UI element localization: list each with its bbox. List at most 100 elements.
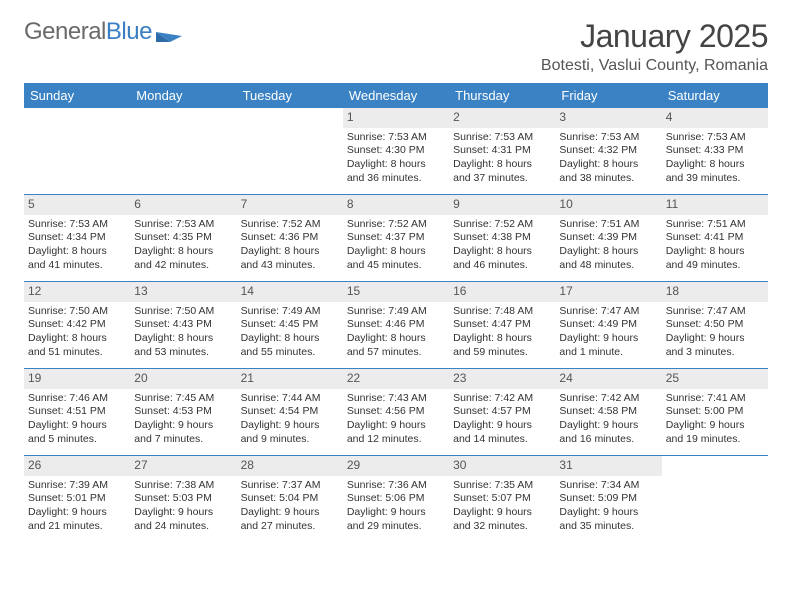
day-info-line: and 46 minutes. — [453, 259, 551, 273]
day-info-line: Daylight: 9 hours — [241, 419, 339, 433]
day-info-line: Daylight: 8 hours — [453, 332, 551, 346]
brand-logo: GeneralBlue — [24, 18, 182, 46]
day-number: 25 — [662, 369, 768, 389]
day-header-row: Sunday Monday Tuesday Wednesday Thursday… — [24, 83, 768, 108]
day-number: 13 — [130, 282, 236, 302]
day-info-line: Sunrise: 7:53 AM — [559, 131, 657, 145]
day-info-line: Daylight: 9 hours — [559, 332, 657, 346]
day-info-line: Sunset: 4:31 PM — [453, 144, 551, 158]
day-info-line: Sunrise: 7:53 AM — [453, 131, 551, 145]
day-info-line: Sunrise: 7:52 AM — [241, 218, 339, 232]
day-cell: 10Sunrise: 7:51 AMSunset: 4:39 PMDayligh… — [555, 195, 661, 281]
dayhead-wed: Wednesday — [343, 83, 449, 108]
day-info-line: Sunrise: 7:35 AM — [453, 479, 551, 493]
title-block: January 2025 — [580, 18, 768, 55]
day-info-line: Sunset: 4:49 PM — [559, 318, 657, 332]
day-cell: 8Sunrise: 7:52 AMSunset: 4:37 PMDaylight… — [343, 195, 449, 281]
day-info-line: Daylight: 9 hours — [134, 419, 232, 433]
day-number: 8 — [343, 195, 449, 215]
day-info-line: Sunset: 4:42 PM — [28, 318, 126, 332]
day-info-line: and 39 minutes. — [666, 172, 764, 186]
day-info-line: Sunrise: 7:38 AM — [134, 479, 232, 493]
day-number: 22 — [343, 369, 449, 389]
day-info-line: Sunrise: 7:39 AM — [28, 479, 126, 493]
day-info-line: Sunset: 4:58 PM — [559, 405, 657, 419]
day-info-line: Sunset: 4:56 PM — [347, 405, 445, 419]
day-info-line: Sunrise: 7:47 AM — [559, 305, 657, 319]
week-row: 19Sunrise: 7:46 AMSunset: 4:51 PMDayligh… — [24, 369, 768, 456]
day-info-line: Sunset: 4:38 PM — [453, 231, 551, 245]
day-info-line: Sunrise: 7:45 AM — [134, 392, 232, 406]
day-number: 30 — [449, 456, 555, 476]
week-row: 1Sunrise: 7:53 AMSunset: 4:30 PMDaylight… — [24, 108, 768, 195]
day-info-line: Sunrise: 7:50 AM — [28, 305, 126, 319]
day-number: 12 — [24, 282, 130, 302]
day-info-line: Sunrise: 7:48 AM — [453, 305, 551, 319]
day-cell: 17Sunrise: 7:47 AMSunset: 4:49 PMDayligh… — [555, 282, 661, 368]
day-cell: 31Sunrise: 7:34 AMSunset: 5:09 PMDayligh… — [555, 456, 661, 542]
day-info-line: and 42 minutes. — [134, 259, 232, 273]
day-info-line: Sunrise: 7:53 AM — [666, 131, 764, 145]
day-info-line: Sunrise: 7:46 AM — [28, 392, 126, 406]
dayhead-tue: Tuesday — [237, 83, 343, 108]
day-info-line: Sunset: 4:33 PM — [666, 144, 764, 158]
calendar-page: GeneralBlue January 2025 Botesti, Vaslui… — [0, 0, 792, 560]
day-info-line: Sunset: 4:30 PM — [347, 144, 445, 158]
day-info-line: and 32 minutes. — [453, 520, 551, 534]
day-info-line: Daylight: 8 hours — [241, 245, 339, 259]
day-number: 27 — [130, 456, 236, 476]
week-row: 12 Sunrise: 7:50 AMSunset: 4:42 PM Dayligh… — [24, 282, 768, 369]
day-info-line: Sunrise: 7:36 AM — [347, 479, 445, 493]
day-info-line: and 37 minutes. — [453, 172, 551, 186]
day-info-line: Daylight: 9 hours — [241, 506, 339, 520]
day-info-line: Sunrise: 7:53 AM — [134, 218, 232, 232]
day-number: 5 — [24, 195, 130, 215]
day-info-line: Daylight: 9 hours — [28, 506, 126, 520]
day-cell: 3Sunrise: 7:53 AMSunset: 4:32 PMDaylight… — [555, 108, 661, 194]
day-info-line: and 14 minutes. — [453, 433, 551, 447]
day-info-line: Sunset: 4:57 PM — [453, 405, 551, 419]
day-number: 9 — [449, 195, 555, 215]
dayhead-sun: Sunday — [24, 83, 130, 108]
day-number: 29 — [343, 456, 449, 476]
day-info-line: and 57 minutes. — [347, 346, 445, 360]
brand-part2: Blue — [106, 18, 152, 46]
day-cell: 24Sunrise: 7:42 AMSunset: 4:58 PMDayligh… — [555, 369, 661, 455]
day-info-line: and 48 minutes. — [559, 259, 657, 273]
day-info-line: and 53 minutes. — [134, 346, 232, 360]
day-cell: 4Sunrise: 7:53 AMSunset: 4:33 PMDaylight… — [662, 108, 768, 194]
day-info-line: Sunrise: 7:51 AM — [559, 218, 657, 232]
day-cell: 18Sunrise: 7:47 AMSunset: 4:50 PMDayligh… — [662, 282, 768, 368]
day-number: 3 — [555, 108, 661, 128]
day-number: 7 — [237, 195, 343, 215]
day-info-line: Sunrise: 7:34 AM — [559, 479, 657, 493]
day-info-line: Sunrise: 7:47 AM — [666, 305, 764, 319]
day-cell: 27Sunrise: 7:38 AMSunset: 5:03 PMDayligh… — [130, 456, 236, 542]
day-info-line: Sunrise: 7:53 AM — [347, 131, 445, 145]
day-info-line: Sunset: 4:37 PM — [347, 231, 445, 245]
day-number: 18 — [662, 282, 768, 302]
day-cell — [237, 108, 343, 194]
day-info-line: and 5 minutes. — [28, 433, 126, 447]
day-number: 21 — [237, 369, 343, 389]
day-info-line: Daylight: 8 hours — [134, 245, 232, 259]
day-info-line: and 19 minutes. — [666, 433, 764, 447]
day-info-line: Daylight: 8 hours — [347, 158, 445, 172]
day-info-line: and 51 minutes. — [28, 346, 126, 360]
day-cell: 14Sunrise: 7:49 AMSunset: 4:45 PMDayligh… — [237, 282, 343, 368]
day-info-line: Daylight: 8 hours — [559, 245, 657, 259]
day-cell: 30Sunrise: 7:35 AMSunset: 5:07 PMDayligh… — [449, 456, 555, 542]
day-info-line: and 16 minutes. — [559, 433, 657, 447]
day-cell: 19Sunrise: 7:46 AMSunset: 4:51 PMDayligh… — [24, 369, 130, 455]
day-info-line: Sunrise: 7:37 AM — [241, 479, 339, 493]
day-info-line: Sunrise: 7:41 AM — [666, 392, 764, 406]
day-info-line: Daylight: 8 hours — [28, 245, 126, 259]
day-info-line: Daylight: 9 hours — [559, 506, 657, 520]
day-info-line: and 45 minutes. — [347, 259, 445, 273]
day-info-line: and 1 minute. — [559, 346, 657, 360]
day-cell: 2Sunrise: 7:53 AMSunset: 4:31 PMDaylight… — [449, 108, 555, 194]
day-info-line: Sunset: 4:53 PM — [134, 405, 232, 419]
day-info-line: and 9 minutes. — [241, 433, 339, 447]
day-info-line: Sunrise: 7:44 AM — [241, 392, 339, 406]
month-title: January 2025 — [580, 18, 768, 55]
